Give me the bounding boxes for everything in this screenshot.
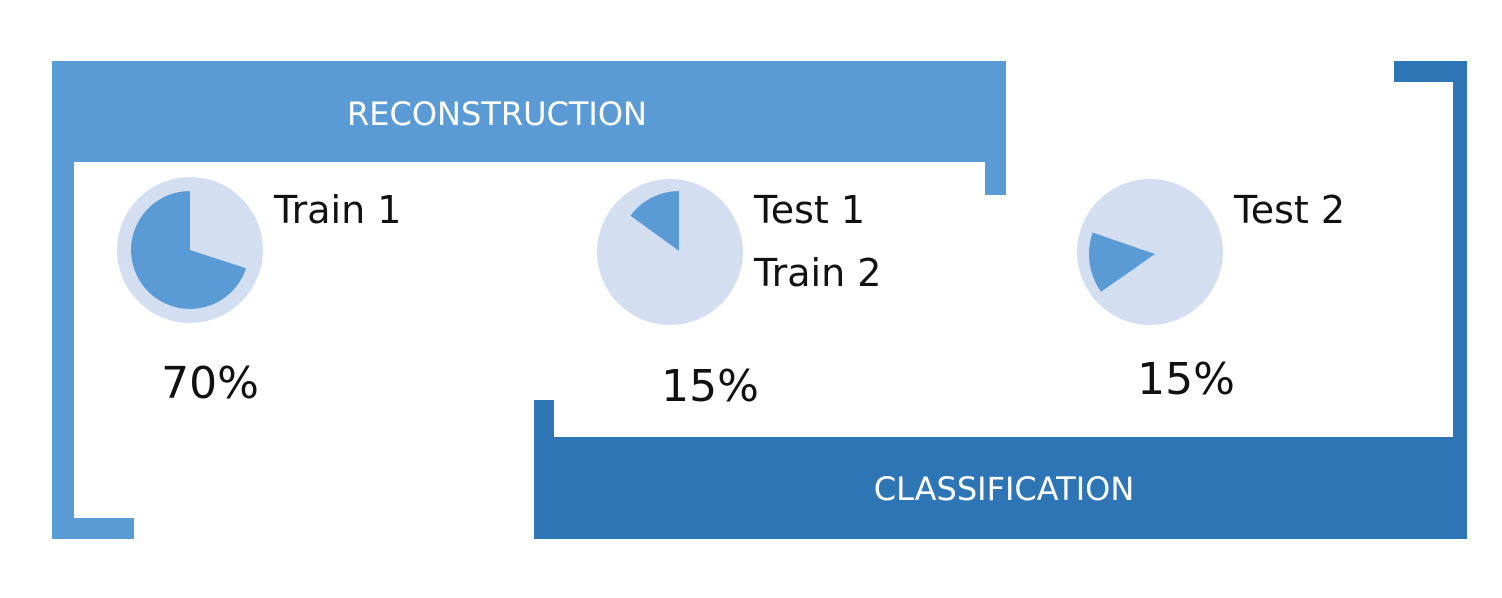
reconstruction-left-edge (52, 162, 74, 539)
classification-banner (534, 437, 1467, 539)
reconstruction-group: RECONSTRUCTION (52, 61, 1006, 539)
reconstruction-banner (52, 61, 1006, 162)
classification-group: CLASSIFICATION (534, 61, 1467, 539)
reconstruction-title: RECONSTRUCTION (347, 95, 647, 133)
pie-slice (1089, 232, 1155, 292)
pie-label: Train 1 (273, 188, 401, 232)
pie-label: Test 2 (1233, 188, 1345, 232)
split-test-2: Test 2 15% (1077, 179, 1345, 405)
percent-label: 15% (1137, 354, 1235, 405)
pie-slice (630, 191, 679, 251)
split-test-1-train-2: Test 1 Train 2 15% (597, 179, 881, 412)
pie-label: Train 2 (753, 251, 881, 295)
percent-label: 70% (161, 358, 259, 409)
classification-right-edge (1453, 61, 1467, 437)
pie-background (1077, 179, 1223, 325)
classification-title: CLASSIFICATION (874, 470, 1135, 508)
split-train-1: Train 1 70% (117, 177, 401, 409)
reconstruction-right-stub (985, 162, 1006, 195)
classification-top-stub (1394, 61, 1467, 82)
reconstruction-bottom-stub (52, 518, 134, 539)
classification-left-stub (534, 400, 554, 437)
pie-label: Test 1 (753, 188, 865, 232)
percent-label: 15% (661, 361, 759, 412)
pie-slice (130, 191, 247, 310)
